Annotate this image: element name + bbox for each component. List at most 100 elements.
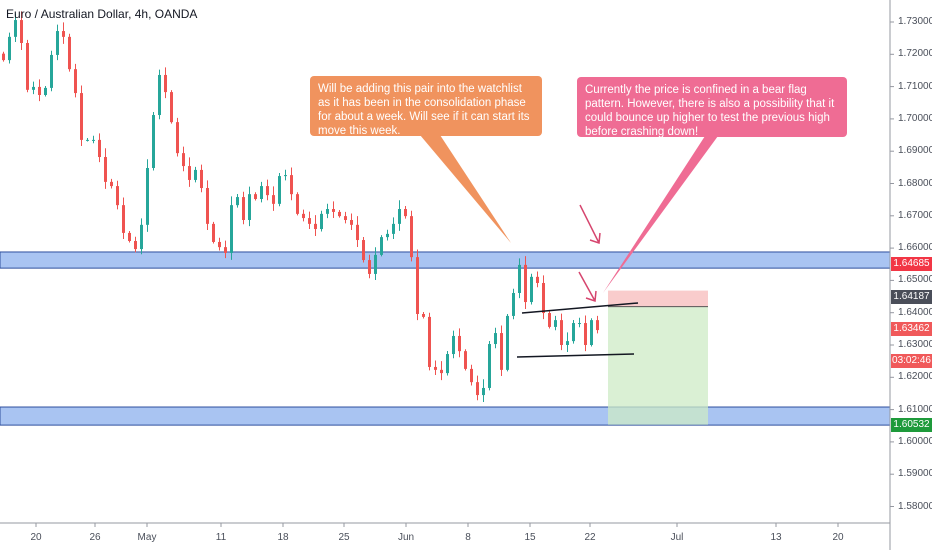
candle-body	[548, 313, 551, 327]
candle-body	[452, 335, 455, 355]
candle-body	[398, 209, 401, 224]
candle-body	[236, 197, 239, 206]
time-tick-label: Jul	[670, 532, 684, 543]
candle-body	[464, 351, 467, 369]
candle-body	[8, 36, 11, 61]
candle-body	[572, 323, 575, 342]
candle-body	[140, 224, 143, 250]
candle-body	[260, 186, 263, 200]
price-tick-label: 1.63000	[898, 339, 932, 350]
candle-body	[278, 176, 281, 204]
stop-price-tag: 1.64685	[891, 257, 932, 271]
candle-body	[98, 139, 101, 158]
candle-body	[410, 216, 413, 258]
price-tick-label: 1.58000	[898, 500, 932, 512]
candle-body	[134, 240, 137, 250]
candle-body	[332, 209, 335, 212]
candle-body	[500, 333, 503, 370]
candle-body	[470, 368, 473, 383]
candle-body	[308, 218, 311, 224]
candle-body	[182, 153, 185, 167]
candle-body	[14, 20, 17, 37]
time-tick-label: 20	[30, 532, 42, 543]
candle-body	[248, 194, 251, 220]
candle-body	[2, 53, 5, 61]
candle-body	[578, 323, 581, 325]
candle-body	[590, 320, 593, 345]
candle-body	[254, 194, 257, 200]
candle-body	[128, 232, 131, 241]
candle-body	[302, 213, 305, 219]
price-tick-label: 1.69000	[898, 145, 932, 157]
candle-body	[356, 224, 359, 241]
candle-body	[194, 169, 197, 180]
time-tick-label: Jun	[397, 532, 415, 543]
price-tick-label: 1.65000	[898, 274, 932, 286]
candle-body	[92, 139, 95, 141]
candle-body	[374, 254, 377, 274]
candle-body	[344, 216, 347, 220]
candle-body	[230, 205, 233, 253]
take-profit-area[interactable]	[608, 306, 708, 425]
candle-body	[20, 20, 23, 43]
entry-price-tag: 1.64187	[891, 290, 932, 304]
price-axis[interactable]	[890, 21, 894, 507]
candle-body	[428, 316, 431, 367]
candle-body	[434, 366, 437, 370]
candle-body	[314, 223, 317, 230]
price-tick-label: 1.70000	[898, 112, 932, 124]
candle-body	[122, 205, 125, 233]
candle-body	[110, 181, 113, 187]
candle-body	[422, 313, 425, 317]
short-position-tool[interactable]	[608, 290, 708, 425]
symbol-title: Euro / Australian Dollar, 4h, OANDA	[6, 7, 198, 21]
flag-upper-trendline[interactable]	[521, 302, 639, 314]
candle-body	[38, 86, 41, 95]
candle-body	[74, 69, 77, 94]
candle-body	[116, 186, 119, 206]
candle-body	[56, 31, 59, 55]
candle-body	[158, 74, 161, 116]
candle-body	[596, 320, 599, 331]
pink-callout-note[interactable]: Currently the price is confined in a bea…	[577, 77, 847, 138]
price-tick-label: 1.72000	[898, 48, 932, 60]
time-axis[interactable]	[35, 523, 839, 527]
support-resistance-zone[interactable]	[0, 406, 891, 426]
candle-body	[542, 282, 545, 314]
arrow-icon[interactable]	[579, 204, 601, 245]
time-tick-label: 15	[524, 532, 536, 543]
time-tick-label: 26	[89, 532, 101, 543]
stop-loss-area[interactable]	[608, 290, 708, 307]
time-tick-label: 11	[215, 532, 227, 543]
candle-body	[200, 169, 203, 189]
orange-callout-tail	[420, 135, 511, 243]
candle-body	[566, 341, 569, 345]
candle-body	[524, 264, 527, 303]
time-tick-label: 22	[584, 532, 596, 543]
candle-body	[212, 223, 215, 242]
candle-body	[26, 42, 29, 90]
candle-body	[326, 209, 329, 214]
candle-body	[584, 323, 587, 345]
candle-body	[62, 31, 65, 37]
candle-body	[218, 241, 221, 248]
arrow-icon[interactable]	[578, 271, 597, 303]
candle-body	[266, 186, 269, 196]
orange-callout-note[interactable]: Will be adding this pair into the watchl…	[310, 76, 542, 137]
candle-body	[284, 175, 287, 177]
time-tick-label: 13	[770, 532, 782, 543]
bar-countdown-tag: 03:02:46	[891, 354, 932, 368]
price-tick-label: 1.59000	[898, 468, 932, 480]
candle-body	[512, 292, 515, 316]
candle-body	[362, 240, 365, 261]
price-tick-label: 1.66000	[898, 242, 932, 254]
price-tick-label: 1.71000	[898, 80, 932, 92]
support-resistance-zone[interactable]	[0, 251, 891, 269]
price-tick-label: 1.60000	[898, 435, 932, 447]
candle-body	[50, 54, 53, 88]
flag-lower-trendline[interactable]	[516, 353, 635, 358]
candle-body	[296, 194, 299, 214]
time-tick-label: 20	[832, 532, 844, 543]
price-tick-label: 1.61000	[898, 403, 932, 415]
